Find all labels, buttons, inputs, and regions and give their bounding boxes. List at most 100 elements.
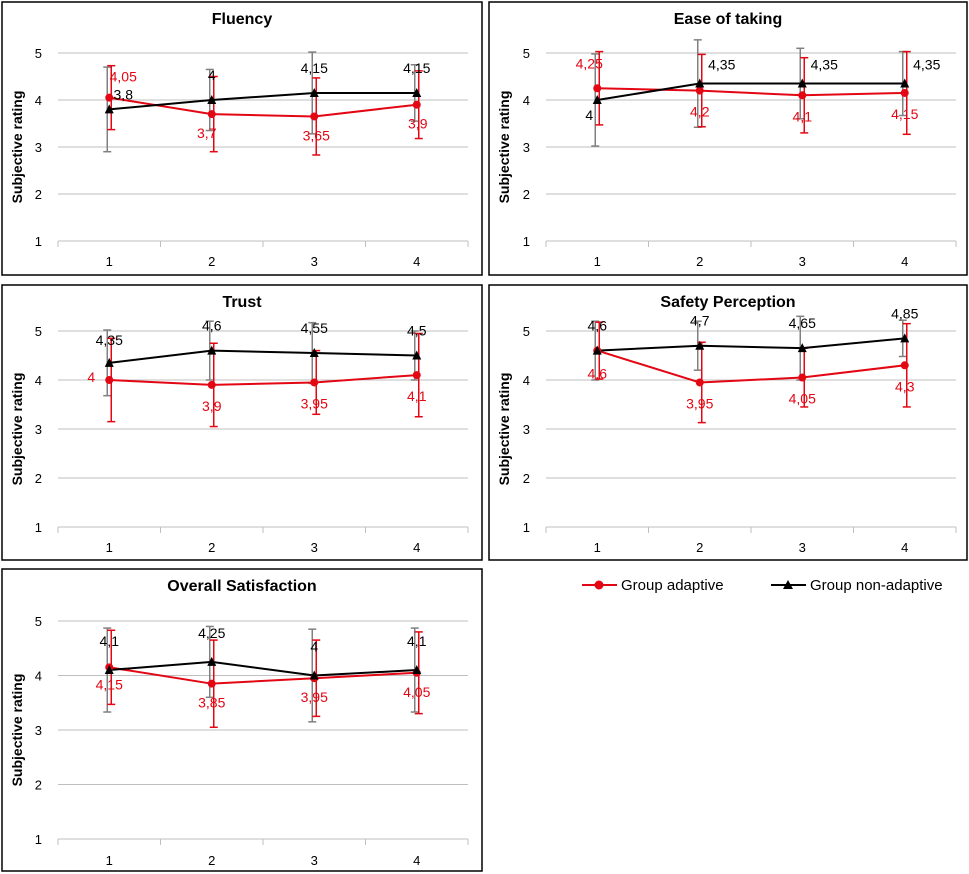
data-label-adaptive: 4,05 bbox=[789, 391, 816, 407]
data-point-non-adaptive bbox=[104, 665, 114, 675]
x-tick-label: 1 bbox=[594, 540, 601, 555]
data-label-adaptive: 4,05 bbox=[110, 69, 137, 85]
data-label-adaptive: 4,05 bbox=[403, 684, 430, 700]
x-tick-label: 2 bbox=[208, 853, 215, 868]
data-point-non-adaptive bbox=[412, 665, 422, 675]
legend-marker-adaptive bbox=[594, 580, 604, 590]
x-tick-label: 4 bbox=[413, 254, 420, 269]
x-tick-label: 1 bbox=[106, 254, 113, 269]
x-tick-label: 4 bbox=[413, 853, 420, 868]
data-label-non-adaptive: 3,8 bbox=[114, 86, 134, 102]
data-label-adaptive: 3,9 bbox=[408, 116, 428, 132]
series-line-non-adaptive bbox=[597, 82, 905, 101]
data-point-non-adaptive bbox=[309, 87, 319, 97]
legend-label-non-adaptive: Group non-adaptive bbox=[810, 577, 943, 594]
data-point-adaptive bbox=[695, 86, 704, 95]
data-label-adaptive: 4,6 bbox=[588, 366, 608, 382]
data-label-non-adaptive: 4,85 bbox=[891, 305, 918, 321]
x-tick-label: 3 bbox=[311, 853, 318, 868]
data-point-adaptive bbox=[412, 100, 421, 109]
y-tick-label: 1 bbox=[523, 234, 530, 249]
x-tick-label: 1 bbox=[594, 254, 601, 269]
data-point-non-adaptive bbox=[309, 348, 319, 358]
data-point-adaptive bbox=[798, 91, 807, 100]
data-point-adaptive bbox=[798, 373, 807, 382]
y-tick-label: 3 bbox=[35, 723, 42, 738]
panel-frame bbox=[488, 1, 968, 276]
chart-panel: 1 2 3 4 5 1 2 3 4 Ease of taking Subjective rating… bbox=[488, 1, 968, 276]
y-tick-label: 4 bbox=[523, 93, 530, 108]
x-tick-label: 2 bbox=[208, 540, 215, 555]
data-point-adaptive bbox=[105, 376, 114, 384]
y-tick-label: 3 bbox=[523, 422, 530, 437]
series-line-adaptive bbox=[597, 87, 905, 97]
data-label-non-adaptive: 4,6 bbox=[588, 318, 608, 334]
data-label-adaptive: 3,95 bbox=[301, 689, 328, 705]
y-tick-label: 2 bbox=[35, 471, 42, 486]
chart-panel: 1 2 3 4 5 1 2 3 4 Trust Subjective rating 4 3,9 3,95 4… bbox=[1, 284, 483, 561]
y-tick-label: 4 bbox=[35, 373, 42, 388]
data-point-adaptive bbox=[900, 88, 909, 97]
data-label-non-adaptive: 4,55 bbox=[301, 320, 328, 336]
data-point-non-adaptive bbox=[900, 78, 910, 88]
chart-title: Ease of taking bbox=[674, 11, 782, 28]
y-tick-label: 2 bbox=[35, 778, 42, 793]
chart-title: Safety Perception bbox=[660, 294, 795, 311]
chart-panel: 1 2 3 4 5 1 2 3 4 Overall Satisfaction Subjective … bbox=[1, 568, 483, 872]
y-tick-label: 5 bbox=[35, 324, 42, 339]
x-tick-label: 1 bbox=[106, 853, 113, 868]
data-label-adaptive: 3,85 bbox=[198, 695, 225, 711]
legend-marker-non-adaptive bbox=[783, 580, 793, 589]
data-point-adaptive bbox=[207, 110, 216, 119]
y-tick-label: 4 bbox=[523, 373, 530, 388]
chart-title: Trust bbox=[222, 294, 262, 311]
x-tick-label: 2 bbox=[208, 254, 215, 269]
data-label-adaptive: 4,15 bbox=[96, 676, 123, 692]
data-label-adaptive: 3,65 bbox=[303, 127, 330, 143]
y-tick-label: 3 bbox=[523, 140, 530, 155]
data-point-adaptive bbox=[105, 93, 114, 102]
data-label-non-adaptive: 4,7 bbox=[690, 313, 710, 329]
y-axis-label: Subjective rating bbox=[9, 91, 25, 204]
chart-panel: 1 2 3 4 5 1 2 3 4 Fluency Subjective rating 4,05 3,7… bbox=[1, 1, 483, 276]
data-point-adaptive bbox=[900, 361, 909, 370]
data-point-non-adaptive bbox=[207, 95, 217, 104]
series-line-adaptive bbox=[109, 666, 417, 685]
data-label-non-adaptive: 4,25 bbox=[198, 625, 225, 641]
data-label-adaptive: 3,95 bbox=[301, 395, 328, 411]
data-point-non-adaptive bbox=[592, 345, 602, 355]
data-label-adaptive: 4,25 bbox=[576, 55, 603, 71]
data-point-non-adaptive bbox=[412, 87, 422, 97]
panel-frame bbox=[1, 1, 483, 276]
data-point-adaptive bbox=[310, 112, 319, 121]
data-label-non-adaptive: 4,1 bbox=[100, 633, 120, 649]
series-line-adaptive bbox=[109, 96, 417, 118]
y-tick-label: 5 bbox=[523, 46, 530, 61]
data-point-adaptive bbox=[593, 84, 602, 93]
data-label-adaptive: 4,2 bbox=[690, 104, 710, 120]
y-tick-label: 1 bbox=[523, 520, 530, 535]
y-tick-label: 5 bbox=[35, 614, 42, 629]
data-label-adaptive: 3,95 bbox=[686, 395, 713, 411]
y-tick-label: 2 bbox=[523, 471, 530, 486]
y-tick-label: 4 bbox=[35, 669, 42, 684]
data-point-non-adaptive bbox=[797, 343, 807, 353]
data-label-non-adaptive: 4,6 bbox=[202, 318, 222, 334]
data-point-non-adaptive bbox=[695, 340, 705, 350]
data-label-adaptive: 4,15 bbox=[891, 106, 918, 122]
y-axis-label: Subjective rating bbox=[9, 674, 25, 787]
x-tick-label: 4 bbox=[901, 540, 908, 555]
legend: Group adaptive Group non-adaptive bbox=[582, 577, 943, 594]
y-tick-label: 1 bbox=[35, 520, 42, 535]
x-tick-label: 3 bbox=[799, 254, 806, 269]
data-point-non-adaptive bbox=[207, 656, 217, 666]
chart-panel: 1 2 3 4 5 1 2 3 4 Safety Perception Subjective rat… bbox=[488, 284, 968, 561]
series-line-non-adaptive bbox=[109, 91, 417, 111]
data-point-non-adaptive bbox=[412, 350, 422, 360]
x-tick-label: 1 bbox=[106, 540, 113, 555]
data-label-non-adaptive: 4 bbox=[310, 639, 318, 655]
y-tick-label: 2 bbox=[523, 187, 530, 202]
data-point-adaptive bbox=[207, 380, 216, 389]
